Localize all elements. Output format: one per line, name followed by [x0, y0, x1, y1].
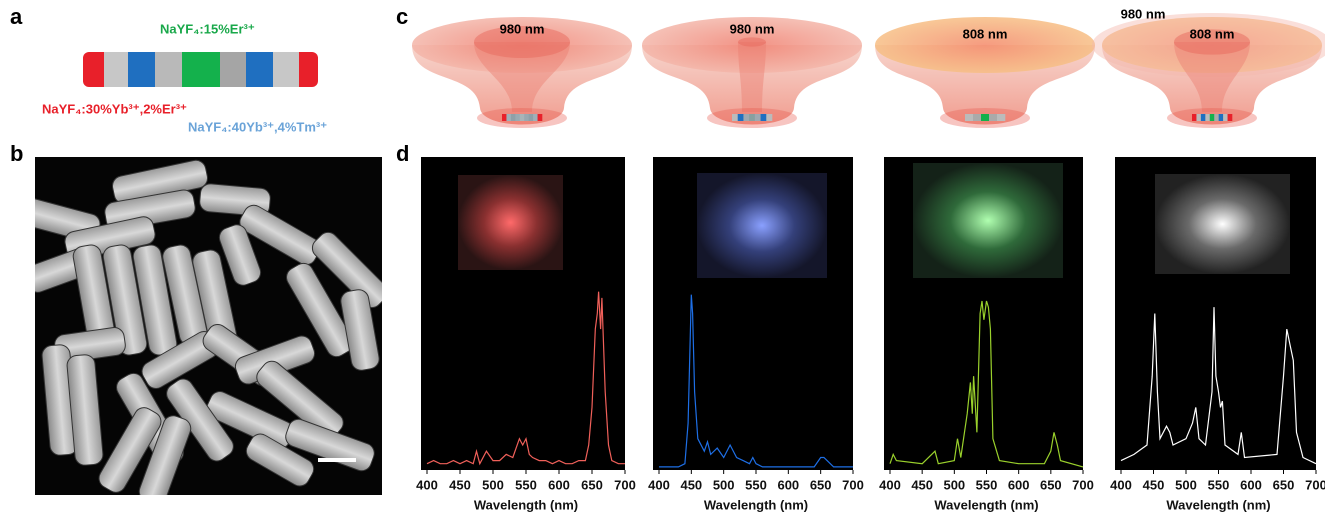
- x-tick-label: 550: [745, 477, 767, 492]
- mini-rod: [732, 114, 738, 121]
- emission-image: [1155, 174, 1290, 274]
- excitation-diagrams: 980 nm 980 nm 808 nm 980 nm 808 nm: [412, 6, 1325, 128]
- rod-segment: [246, 52, 273, 87]
- x-tick-label: 700: [842, 477, 864, 492]
- x-tick-label: 600: [548, 477, 570, 492]
- emission-image: [458, 175, 563, 270]
- mini-rod: [989, 114, 997, 121]
- x-tick-label: 650: [1273, 477, 1295, 492]
- mini-rod: [1223, 114, 1228, 121]
- x-axis-label: Wavelength (nm): [704, 497, 808, 512]
- x-tick-label: 500: [713, 477, 735, 492]
- rod-segment: [104, 52, 128, 87]
- mini-rod: [981, 114, 989, 121]
- x-tick-label: 650: [1040, 477, 1062, 492]
- panel-label: d: [396, 141, 409, 166]
- spectrum-chart: 400 450 500 550 600 650 700 Wavelength (nm): [1110, 157, 1325, 512]
- panel-label: b: [10, 141, 23, 166]
- panel-label: c: [396, 4, 408, 29]
- x-tick-label: 650: [810, 477, 832, 492]
- panel-label: a: [10, 4, 23, 29]
- laser-label: 980 nm: [500, 21, 545, 36]
- x-axis-label: Wavelength (nm): [1166, 497, 1270, 512]
- rod-segment: [128, 52, 155, 87]
- spectrum-chart: 400 450 500 550 600 650 700 Wavelength (nm): [648, 157, 864, 512]
- shell-label: NaYF₄:15%Er³⁺: [160, 21, 255, 36]
- inner-beam: [738, 42, 766, 112]
- mini-rod: [973, 114, 981, 121]
- x-tick-label: 400: [1110, 477, 1132, 492]
- shell-label: NaYF₄:30%Yb³⁺,2%Er³⁺: [42, 101, 187, 116]
- laser-label: 980 nm: [1121, 6, 1166, 21]
- figure: NaYF₄:15%Er³⁺ NaYF₄:30%Yb³⁺,2%Er³⁺ NaYF₄…: [0, 0, 1325, 518]
- mini-rod: [1201, 114, 1206, 121]
- mini-rod: [766, 114, 772, 121]
- laser-label: 980 nm: [730, 21, 775, 36]
- spectrum-chart: 400 450 500 550 600 650 700 Wavelength (nm): [879, 157, 1094, 512]
- rod-segment: [155, 52, 182, 87]
- mini-rod: [743, 114, 749, 121]
- x-tick-label: 450: [680, 477, 702, 492]
- scale-bar: [318, 458, 356, 462]
- mini-rod: [1219, 114, 1224, 121]
- x-tick-label: 500: [482, 477, 504, 492]
- x-tick-label: 700: [1072, 477, 1094, 492]
- x-tick-label: 450: [449, 477, 471, 492]
- emission-image: [913, 163, 1063, 278]
- x-tick-label: 500: [1175, 477, 1197, 492]
- x-axis-label: Wavelength (nm): [934, 497, 1038, 512]
- mini-rod: [1196, 114, 1201, 121]
- mini-rod: [1214, 114, 1219, 121]
- mini-rod: [749, 114, 755, 121]
- nanorod-schematic: NaYF₄:15%Er³⁺ NaYF₄:30%Yb³⁺,2%Er³⁺ NaYF₄…: [42, 21, 327, 134]
- x-tick-label: 400: [416, 477, 438, 492]
- x-tick-label: 650: [581, 477, 603, 492]
- mini-rod: [538, 114, 543, 121]
- x-tick-label: 550: [515, 477, 537, 492]
- mini-rod: [755, 114, 761, 121]
- mini-rod: [506, 114, 511, 121]
- x-tick-label: 400: [648, 477, 670, 492]
- x-tick-label: 600: [1240, 477, 1262, 492]
- inner-top: [738, 37, 766, 46]
- rod-segment: [273, 52, 299, 87]
- spectrum-chart: 400 450 500 550 600 650 700 Wavelength (nm): [416, 157, 636, 512]
- rod-segment: [182, 52, 220, 87]
- rod-segment: [220, 52, 246, 87]
- x-tick-label: 600: [1008, 477, 1030, 492]
- mini-rod: [997, 114, 1005, 121]
- x-tick-label: 700: [1305, 477, 1325, 492]
- funnel-top: [875, 17, 1095, 73]
- mini-rod: [761, 114, 767, 121]
- mini-rod: [1205, 114, 1210, 121]
- laser-label: 808 nm: [963, 26, 1008, 41]
- mini-rod: [1228, 114, 1233, 121]
- mini-rod: [1192, 114, 1197, 121]
- mini-rod: [738, 114, 744, 121]
- x-tick-label: 600: [777, 477, 799, 492]
- emission-image: [697, 173, 827, 278]
- mini-rod: [533, 114, 538, 121]
- x-tick-label: 500: [943, 477, 965, 492]
- x-tick-label: 400: [879, 477, 901, 492]
- mini-rod: [965, 114, 973, 121]
- mini-rod: [524, 114, 529, 121]
- mini-rod: [511, 114, 516, 121]
- laser-label: 808 nm: [1190, 26, 1235, 41]
- tem-image: [18, 157, 392, 507]
- x-tick-label: 550: [1208, 477, 1230, 492]
- shell-label: NaYF₄:40Yb³⁺,4%Tm³⁺: [188, 119, 327, 134]
- mini-rod: [529, 114, 534, 121]
- mini-rod: [515, 114, 520, 121]
- x-tick-label: 700: [614, 477, 636, 492]
- mini-rod: [520, 114, 525, 121]
- x-tick-label: 450: [1143, 477, 1165, 492]
- x-tick-label: 550: [976, 477, 998, 492]
- mini-rod: [1210, 114, 1215, 121]
- x-axis-label: Wavelength (nm): [474, 497, 578, 512]
- mini-rod: [502, 114, 507, 121]
- x-tick-label: 450: [911, 477, 933, 492]
